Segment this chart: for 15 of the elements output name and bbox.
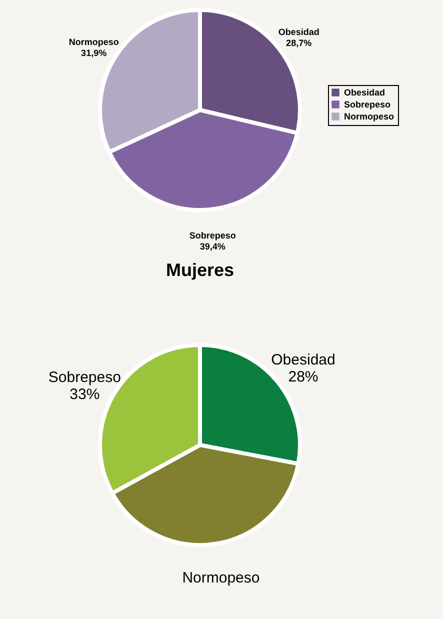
legend-label: Normopeso — [344, 112, 395, 122]
data-label: 28,7% — [286, 38, 312, 48]
data-label: 33% — [70, 386, 100, 403]
slice-label: Obesidad — [278, 26, 320, 37]
legend-label: Sobrepeso — [344, 100, 392, 110]
slice-label: Sobrepeso — [189, 230, 236, 240]
data-label: 31,9% — [81, 48, 107, 58]
legend-label: Obesidad — [344, 88, 386, 98]
slice-label: Sobrepeso — [48, 368, 121, 386]
slice-label: Obesidad — [271, 352, 336, 369]
slice-label: Normopeso — [68, 37, 120, 48]
data-label: 28% — [288, 368, 318, 386]
chart-title: Mujeres — [166, 260, 234, 280]
slice-label: Normopeso — [182, 569, 260, 586]
data-label: 39,4% — [200, 241, 226, 252]
